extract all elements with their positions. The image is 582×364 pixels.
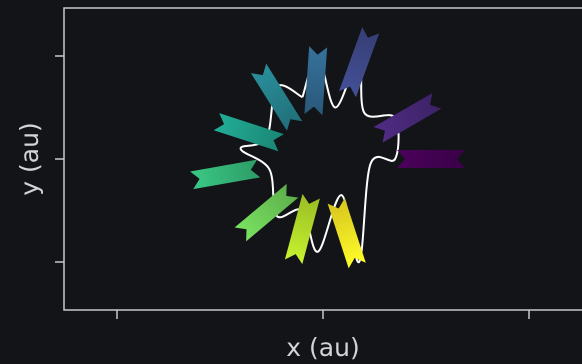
- orientation-marker: [250, 63, 303, 131]
- orientation-marker: [304, 46, 328, 116]
- y-axis: y (au): [15, 55, 64, 263]
- x-axis: x (au): [116, 310, 530, 362]
- orientation-marker: [190, 159, 261, 190]
- orientation-marker: [339, 27, 380, 98]
- plot-area: [63, 7, 582, 311]
- orientation-marker: [327, 198, 366, 269]
- x-axis-label: x (au): [286, 333, 359, 362]
- y-axis-label: y (au): [15, 122, 44, 195]
- orientation-marker: [284, 193, 320, 265]
- orientation-marker: [234, 183, 299, 242]
- orientation-marker: [213, 113, 284, 152]
- orientation-marker: [397, 150, 466, 168]
- orientation-marker: [373, 93, 442, 143]
- marker-layer: [190, 27, 466, 269]
